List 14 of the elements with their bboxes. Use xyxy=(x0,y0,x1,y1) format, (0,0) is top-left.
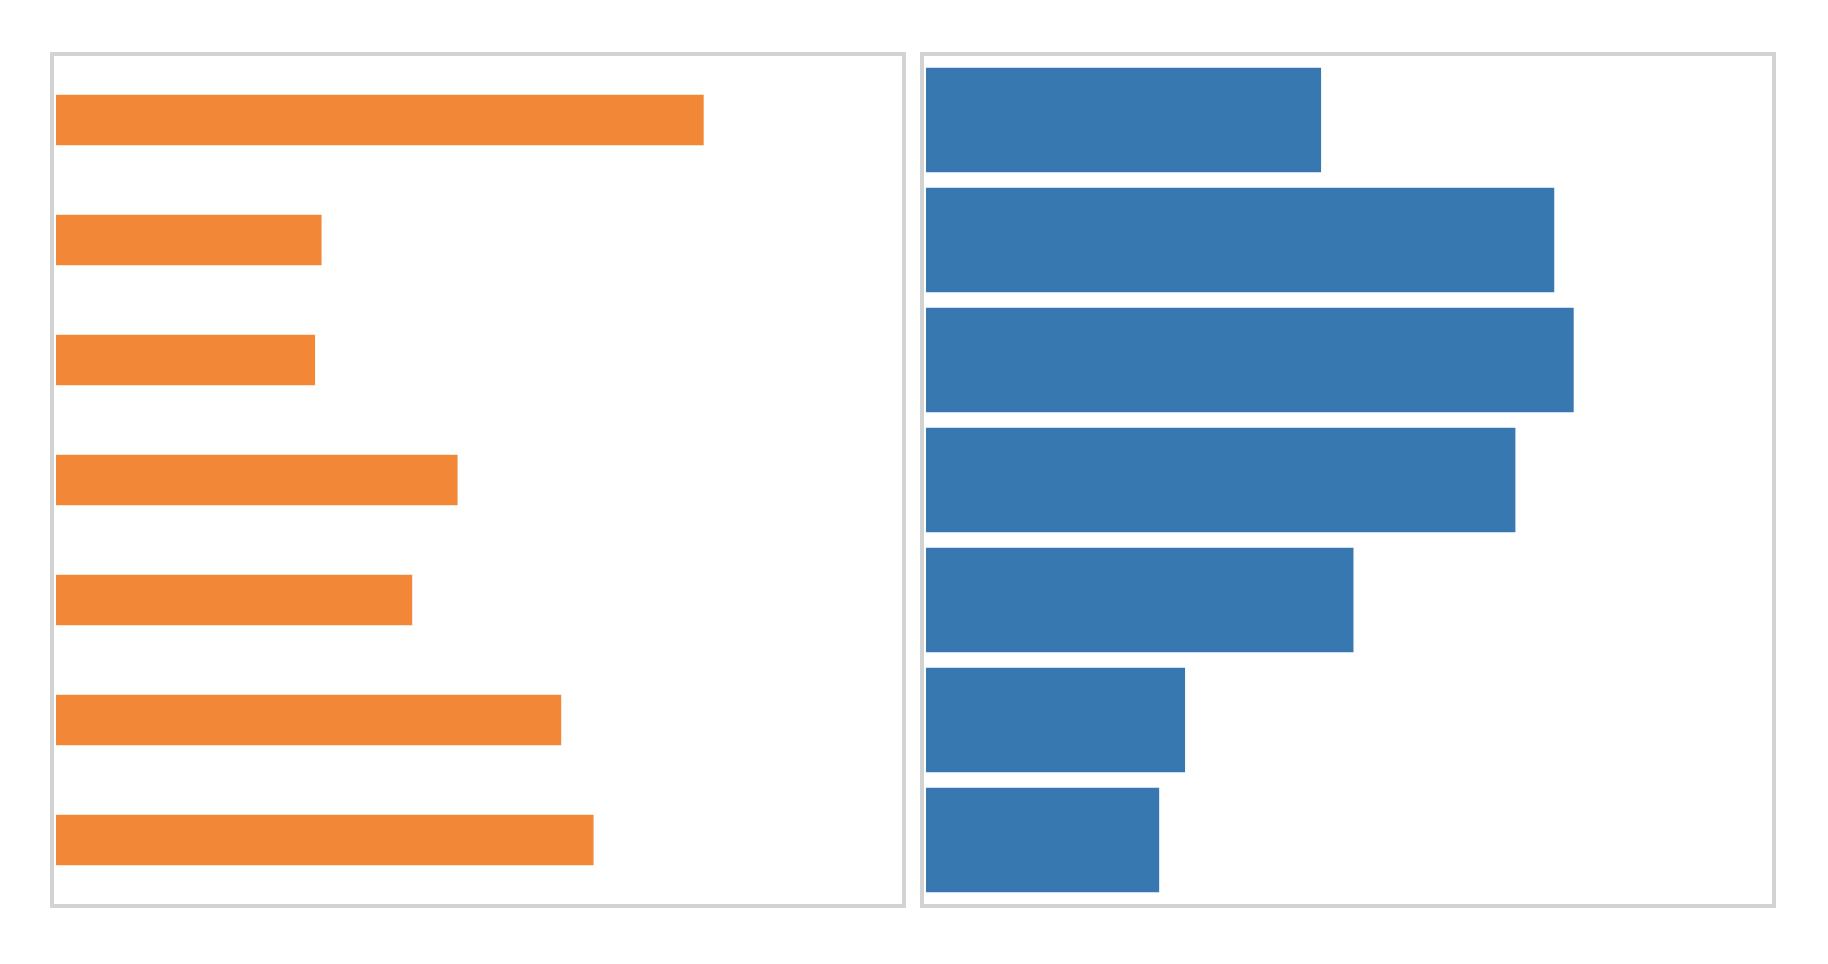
bar xyxy=(926,307,1574,413)
bar xyxy=(56,454,458,506)
bar xyxy=(56,814,594,866)
bar xyxy=(926,787,1160,893)
bar xyxy=(926,427,1516,533)
bar xyxy=(926,667,1186,773)
bar xyxy=(926,547,1354,653)
bar xyxy=(926,187,1555,293)
bar xyxy=(56,334,316,386)
bar xyxy=(56,694,562,746)
bar xyxy=(56,574,413,626)
bar xyxy=(56,94,704,146)
bar xyxy=(56,214,322,266)
bar xyxy=(926,67,1322,173)
